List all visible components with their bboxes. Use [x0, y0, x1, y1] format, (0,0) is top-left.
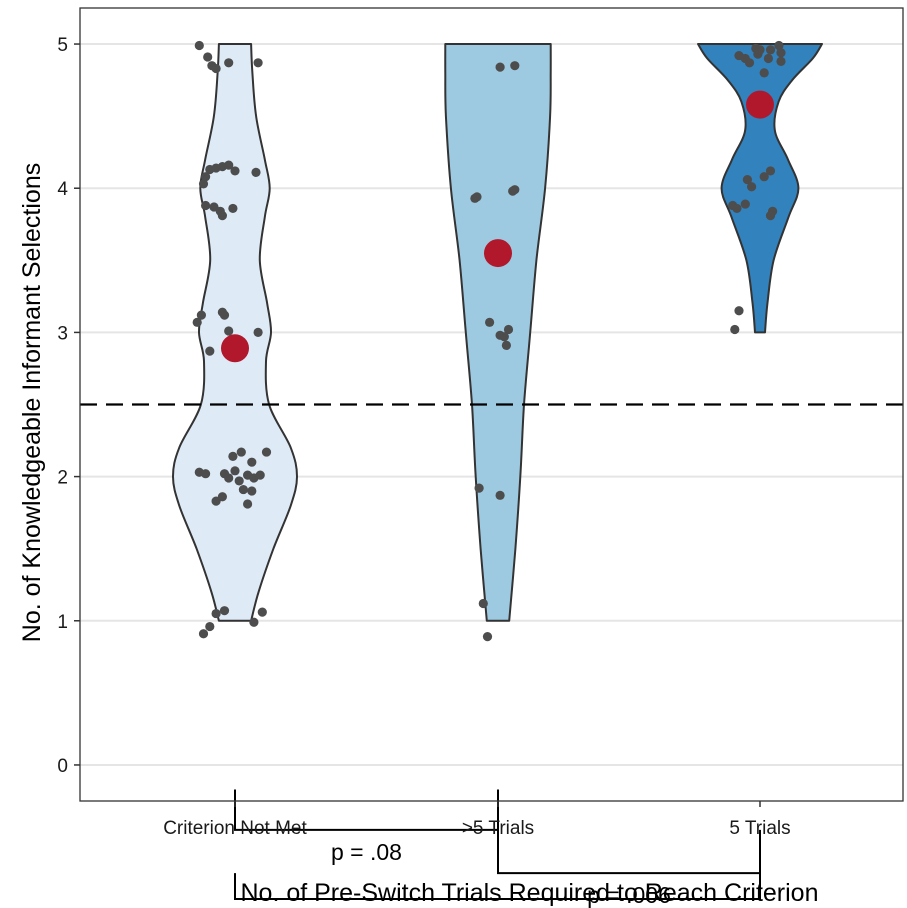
data-point-1-3 — [495, 490, 505, 500]
data-point-2-8 — [765, 166, 776, 176]
data-point-0-25 — [196, 310, 206, 320]
data-point-0-22 — [228, 451, 238, 462]
y-tick-label-3: 3 — [57, 323, 68, 344]
data-point-0-15 — [238, 484, 248, 495]
data-point-2-4 — [740, 199, 750, 209]
x-tick-label-1: >5 Trials — [462, 818, 534, 839]
data-point-0-30 — [253, 327, 263, 338]
data-point-1-12 — [510, 185, 520, 195]
data-point-1-0 — [478, 598, 488, 609]
mean-marker-0 — [221, 334, 249, 363]
violin-2 — [697, 43, 823, 334]
data-point-2-17 — [759, 68, 769, 78]
y-tick-label-5: 5 — [57, 35, 68, 56]
data-point-0-5 — [249, 617, 259, 627]
data-point-1-14 — [510, 61, 520, 71]
panel-border — [79, 7, 904, 802]
data-point-0-42 — [230, 166, 240, 176]
data-point-1-6 — [503, 324, 514, 335]
data-point-0-49 — [253, 58, 263, 68]
data-point-0-12 — [230, 466, 240, 476]
jitter-points — [192, 40, 786, 642]
data-point-1-8 — [499, 332, 509, 342]
x-axis-title: No. of Pre-Switch Trials Required to Rea… — [240, 879, 818, 907]
data-point-0-48 — [224, 58, 234, 68]
data-point-0-0 — [198, 629, 209, 639]
x-tick-label-0: Criterion Not Met — [163, 818, 307, 839]
p-value-label-0: p = .08 — [331, 839, 402, 865]
data-point-0-44 — [203, 52, 213, 62]
data-point-1-4 — [485, 317, 495, 327]
data-point-0-14 — [236, 447, 246, 457]
p-value-label-1: p = .006 — [587, 882, 671, 908]
data-point-0-41 — [224, 160, 234, 170]
y-tick-label-0: 0 — [57, 756, 68, 777]
data-point-0-36 — [198, 179, 209, 189]
data-point-2-21 — [776, 48, 786, 58]
bracket-1 — [497, 829, 761, 875]
mean-marker-1 — [484, 239, 512, 268]
data-point-0-3 — [219, 606, 230, 616]
data-point-0-24 — [192, 317, 202, 327]
data-point-1-2 — [474, 483, 484, 493]
data-point-0-35 — [228, 203, 238, 214]
data-point-0-28 — [217, 307, 227, 317]
data-point-2-0 — [730, 324, 740, 335]
data-point-0-4 — [257, 607, 267, 617]
data-point-2-1 — [734, 306, 744, 316]
data-point-1-10 — [472, 192, 482, 202]
bracket-0 — [234, 789, 499, 831]
data-point-1-1 — [482, 632, 493, 642]
comparison-brackets: p = .08p = .006p < .001 — [234, 789, 761, 908]
data-point-2-7 — [759, 172, 769, 182]
data-point-0-2 — [211, 608, 221, 619]
y-axis-title: No. of Knowledgeable Informant Selection… — [18, 163, 46, 642]
data-point-2-10 — [765, 211, 776, 221]
data-point-2-16 — [755, 45, 765, 55]
data-point-0-34 — [217, 211, 227, 221]
y-tick-label-1: 1 — [57, 612, 68, 633]
data-point-2-6 — [747, 182, 757, 192]
data-point-2-19 — [765, 45, 776, 55]
bracket-2 — [234, 873, 761, 901]
data-point-2-20 — [774, 40, 784, 51]
data-point-0-29 — [224, 326, 234, 336]
y-tick-label-2: 2 — [57, 468, 68, 489]
axes: 0 1 2 3 4 5 Criterion Not Met >5 Trials 5 Trials — [57, 35, 790, 839]
data-point-0-1 — [205, 621, 215, 632]
data-point-0-46 — [211, 63, 221, 74]
data-point-2-3 — [732, 203, 742, 214]
data-point-0-17 — [247, 486, 257, 496]
data-point-0-9 — [217, 492, 227, 502]
data-point-0-23 — [243, 499, 253, 509]
data-point-0-31 — [201, 200, 211, 211]
data-point-1-13 — [495, 62, 505, 72]
data-point-2-18 — [763, 53, 774, 64]
data-point-0-21 — [247, 457, 257, 467]
data-point-0-19 — [255, 470, 265, 480]
data-point-0-13 — [234, 476, 244, 486]
data-point-1-7 — [501, 340, 511, 350]
data-point-0-37 — [201, 172, 211, 182]
data-point-2-22 — [776, 56, 786, 66]
data-point-0-26 — [205, 346, 215, 356]
data-point-2-5 — [742, 174, 753, 185]
y-tick-label-4: 4 — [57, 179, 68, 200]
data-point-2-13 — [744, 58, 755, 68]
mean-marker-2 — [746, 90, 774, 119]
mean-markers — [221, 90, 774, 363]
data-point-0-7 — [201, 469, 211, 479]
data-point-0-43 — [251, 167, 261, 177]
data-point-0-11 — [224, 473, 234, 483]
x-tick-label-2: 5 Trials — [729, 818, 790, 839]
data-point-0-47 — [194, 40, 204, 51]
data-point-0-20 — [261, 447, 272, 457]
